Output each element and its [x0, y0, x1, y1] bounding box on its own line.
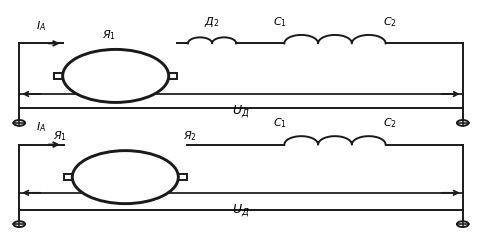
Text: $Я_1$: $Я_1$: [102, 28, 116, 42]
Text: $Я_2$: $Я_2$: [183, 130, 197, 143]
Text: $I_A$: $I_A$: [36, 19, 46, 33]
Text: $С_1$: $С_1$: [272, 116, 287, 130]
Text: $С_2$: $С_2$: [384, 15, 397, 29]
Text: $Д_2$: $Д_2$: [204, 16, 220, 29]
Circle shape: [63, 49, 169, 102]
Text: $С_1$: $С_1$: [272, 15, 287, 29]
Bar: [54, 73, 63, 79]
Text: $Я_1$: $Я_1$: [54, 130, 67, 143]
Text: $I_A$: $I_A$: [36, 120, 46, 134]
Text: $С_2$: $С_2$: [384, 116, 397, 130]
Bar: [178, 174, 187, 180]
Text: $U_Д$: $U_Д$: [232, 202, 250, 218]
Bar: [169, 73, 177, 79]
Text: $U_Д$: $U_Д$: [232, 104, 250, 119]
Circle shape: [72, 151, 178, 204]
Bar: [64, 174, 72, 180]
